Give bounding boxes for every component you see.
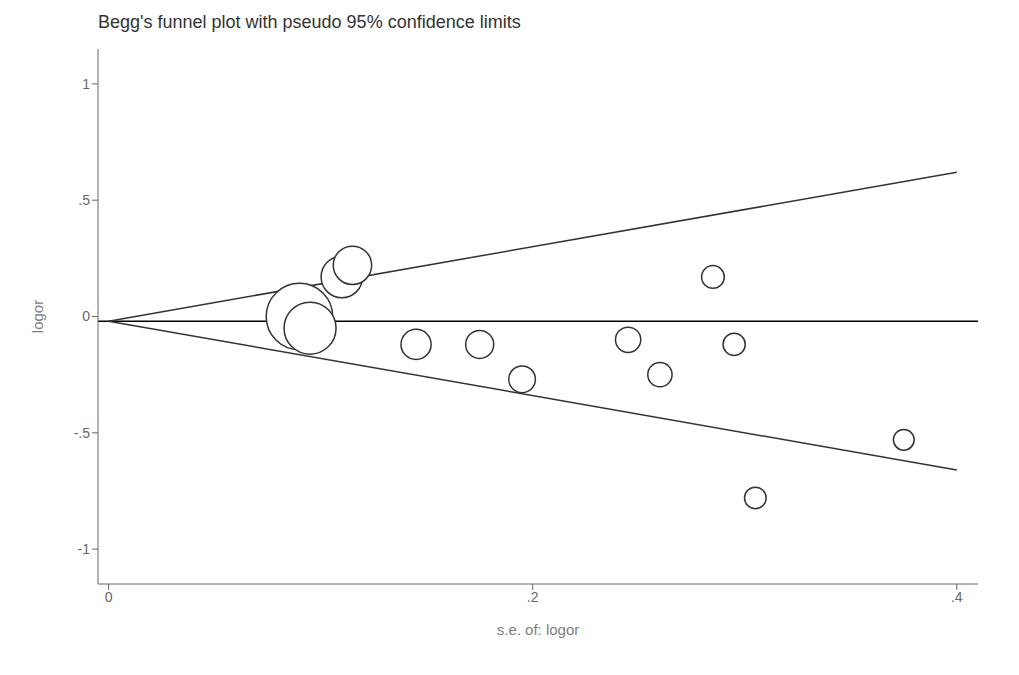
html-text:Begg's funnel plot with pseudo: Begg's funnel plot with pseudo 95% confi… xyxy=(98,12,521,32)
svg-text:logor: logor xyxy=(29,300,46,333)
svg-text:-.5: -.5 xyxy=(74,425,91,441)
svg-text:1: 1 xyxy=(82,76,90,92)
svg-text:s.e. of: logor: s.e. of: logor xyxy=(497,621,580,638)
svg-text:0: 0 xyxy=(105,589,113,605)
svg-text:.2: .2 xyxy=(527,589,539,605)
svg-text:.4: .4 xyxy=(951,589,963,605)
svg-text:0: 0 xyxy=(82,308,90,324)
svg-text:-1: -1 xyxy=(78,541,91,557)
svg-text:.5: .5 xyxy=(78,192,90,208)
